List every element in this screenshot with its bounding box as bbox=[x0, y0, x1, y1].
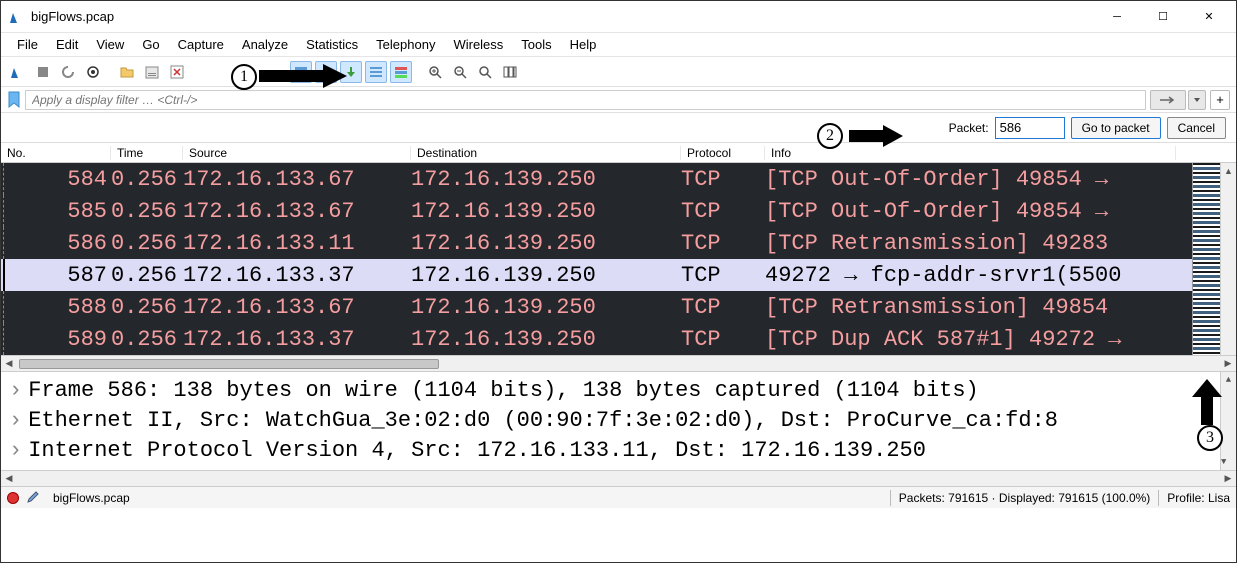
packet-row[interactable]: 5880.256172.16.133.67172.16.139.250TCP[T… bbox=[1, 291, 1192, 323]
hscrollbar-packetlist[interactable]: ◀ ▶ bbox=[1, 355, 1236, 371]
detail-line[interactable]: Internet Protocol Version 4, Src: 172.16… bbox=[28, 438, 926, 463]
menu-telephony[interactable]: Telephony bbox=[368, 35, 443, 54]
scroll-up-icon[interactable]: ▲ bbox=[1221, 372, 1236, 388]
maximize-button[interactable]: ☐ bbox=[1140, 2, 1186, 32]
menu-file[interactable]: File bbox=[9, 35, 46, 54]
close-file-icon[interactable] bbox=[166, 61, 188, 83]
scroll-down-icon[interactable]: ▼ bbox=[1221, 454, 1226, 470]
status-filename: bigFlows.pcap bbox=[49, 491, 882, 505]
related-packets-edge bbox=[3, 163, 6, 355]
packet-row[interactable]: 5860.256172.16.133.11172.16.139.250TCP[T… bbox=[1, 227, 1192, 259]
goto-packet-button[interactable]: Go to packet bbox=[1071, 117, 1161, 139]
detail-line[interactable]: Ethernet II, Src: WatchGua_3e:02:d0 (00:… bbox=[28, 408, 1058, 433]
scroll-left-icon[interactable]: ◀ bbox=[1, 472, 17, 486]
packet-list-header: No. Time Source Destination Protocol Inf… bbox=[1, 143, 1236, 163]
bookmark-icon[interactable] bbox=[7, 91, 21, 109]
expert-info-icon[interactable] bbox=[7, 492, 19, 504]
scroll-right-icon[interactable]: ▶ bbox=[1220, 357, 1236, 371]
filter-bar: + bbox=[1, 87, 1236, 113]
col-protocol[interactable]: Protocol bbox=[681, 146, 765, 160]
stop-capture-icon[interactable] bbox=[32, 61, 54, 83]
menu-statistics[interactable]: Statistics bbox=[298, 35, 366, 54]
intelligent-scrollbar[interactable]: ▲ bbox=[1192, 163, 1236, 355]
app-icon bbox=[9, 9, 25, 25]
annotation-1: 1 bbox=[231, 64, 257, 90]
minimize-button[interactable]: ─ bbox=[1094, 2, 1140, 32]
close-button[interactable]: ✕ bbox=[1186, 2, 1232, 32]
menu-help[interactable]: Help bbox=[562, 35, 605, 54]
apply-filter-button[interactable] bbox=[1150, 90, 1186, 110]
hscrollbar-details[interactable]: ◀ ▶ bbox=[1, 470, 1236, 486]
menu-wireless[interactable]: Wireless bbox=[445, 35, 511, 54]
menu-capture[interactable]: Capture bbox=[170, 35, 232, 54]
zoom-reset-icon[interactable] bbox=[474, 61, 496, 83]
expand-icon[interactable]: › bbox=[9, 438, 22, 463]
save-file-icon[interactable] bbox=[141, 61, 163, 83]
goto-cancel-button[interactable]: Cancel bbox=[1167, 117, 1226, 139]
col-time[interactable]: Time bbox=[111, 146, 183, 160]
titlebar: bigFlows.pcap ─ ☐ ✕ bbox=[1, 1, 1236, 33]
goto-packet-input[interactable] bbox=[995, 117, 1065, 139]
menu-analyze[interactable]: Analyze bbox=[234, 35, 296, 54]
scroll-left-icon[interactable]: ◀ bbox=[1, 357, 17, 371]
edit-capture-icon[interactable] bbox=[27, 489, 41, 506]
scroll-right-icon[interactable]: ▶ bbox=[1220, 472, 1236, 486]
annotation-3: 3 bbox=[1197, 425, 1223, 451]
status-profile[interactable]: Profile: Lisa bbox=[1167, 491, 1230, 505]
menu-go[interactable]: Go bbox=[134, 35, 167, 54]
packet-details[interactable]: ›Frame 586: 138 bytes on wire (1104 bits… bbox=[1, 371, 1236, 470]
goto-label: Packet: bbox=[949, 121, 989, 135]
window-title: bigFlows.pcap bbox=[31, 9, 1094, 24]
annotation-arrow-3 bbox=[1192, 379, 1222, 425]
toolbar bbox=[1, 57, 1236, 87]
detail-line[interactable]: Frame 586: 138 bytes on wire (1104 bits)… bbox=[28, 378, 979, 403]
open-file-icon[interactable] bbox=[116, 61, 138, 83]
col-destination[interactable]: Destination bbox=[411, 146, 681, 160]
colorize-icon[interactable] bbox=[390, 61, 412, 83]
scroll-up-icon[interactable]: ▲ bbox=[1221, 163, 1236, 179]
auto-scroll-icon[interactable] bbox=[365, 61, 387, 83]
restart-capture-icon[interactable] bbox=[57, 61, 79, 83]
add-filter-button[interactable]: + bbox=[1210, 90, 1230, 110]
hscroll-thumb[interactable] bbox=[19, 359, 439, 369]
annotation-arrow-2 bbox=[849, 125, 903, 147]
packet-row[interactable]: 5840.256172.16.133.67172.16.139.250TCP[T… bbox=[1, 163, 1192, 195]
details-vscrollbar[interactable]: ▲ ▼ bbox=[1220, 372, 1236, 470]
packet-row[interactable]: 5890.256172.16.133.37172.16.139.250TCP[T… bbox=[1, 323, 1192, 355]
menu-edit[interactable]: Edit bbox=[48, 35, 86, 54]
resize-columns-icon[interactable] bbox=[499, 61, 521, 83]
zoom-in-icon[interactable] bbox=[424, 61, 446, 83]
menu-view[interactable]: View bbox=[88, 35, 132, 54]
start-capture-icon[interactable] bbox=[7, 61, 29, 83]
expand-icon[interactable]: › bbox=[9, 378, 22, 403]
col-no[interactable]: No. bbox=[1, 146, 111, 160]
expand-icon[interactable]: › bbox=[9, 408, 22, 433]
annotation-2: 2 bbox=[817, 123, 843, 149]
col-source[interactable]: Source bbox=[183, 146, 411, 160]
packet-row[interactable]: 5870.256172.16.133.37172.16.139.250TCP49… bbox=[1, 259, 1192, 291]
status-packets: Packets: 791615 · Displayed: 791615 (100… bbox=[899, 491, 1151, 505]
capture-options-icon[interactable] bbox=[82, 61, 104, 83]
filter-dropdown-button[interactable] bbox=[1188, 90, 1206, 110]
goto-bar: Packet: Go to packet Cancel bbox=[1, 113, 1236, 143]
menubar: File Edit View Go Capture Analyze Statis… bbox=[1, 33, 1236, 57]
display-filter-input[interactable] bbox=[25, 90, 1146, 110]
menu-tools[interactable]: Tools bbox=[513, 35, 559, 54]
zoom-out-icon[interactable] bbox=[449, 61, 471, 83]
packet-row[interactable]: 5850.256172.16.133.67172.16.139.250TCP[T… bbox=[1, 195, 1192, 227]
statusbar: bigFlows.pcap Packets: 791615 · Displaye… bbox=[1, 486, 1236, 508]
packet-list[interactable]: 5840.256172.16.133.67172.16.139.250TCP[T… bbox=[1, 163, 1236, 355]
annotation-arrow-1 bbox=[259, 64, 347, 88]
